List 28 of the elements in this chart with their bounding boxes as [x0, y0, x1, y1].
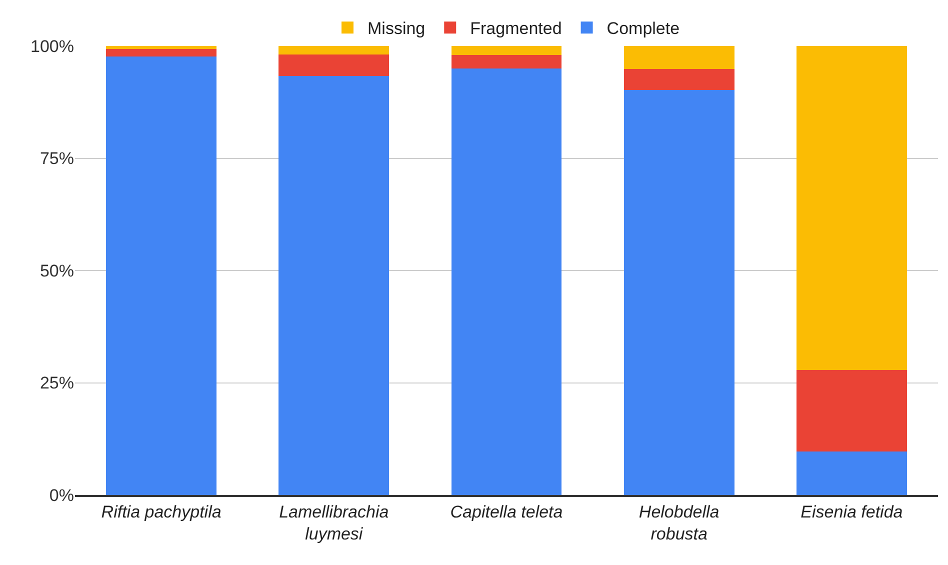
legend-label: Missing — [368, 19, 426, 38]
bar — [624, 90, 734, 495]
y-tick-label: 50% — [40, 261, 74, 280]
x-tick-label: Helobdella robusta — [638, 502, 720, 544]
bar — [451, 68, 562, 495]
y-tick-label: 25% — [40, 374, 74, 393]
bar — [106, 56, 217, 495]
x-tick-label: Eisenia fetida — [800, 502, 903, 522]
y-tick-label: 100% — [30, 36, 74, 56]
x-tick-label: Riftia pachyptila — [101, 502, 222, 522]
legend-label: Complete — [606, 19, 680, 38]
bar — [106, 46, 217, 50]
y-tick-label: 0% — [49, 486, 74, 505]
bar — [278, 46, 390, 55]
x-tick-label: Lamellibrachia luymesi — [279, 502, 389, 544]
bar — [278, 76, 390, 495]
bar — [796, 46, 907, 370]
bar — [796, 370, 907, 452]
bar — [624, 68, 734, 90]
bar — [278, 54, 390, 76]
bar — [796, 451, 907, 495]
y-tick-label: 75% — [40, 149, 74, 168]
bar — [451, 46, 562, 55]
x-tick-label: Capitella teleta — [450, 502, 563, 522]
bar — [451, 54, 562, 68]
legend-label: Fragmented — [470, 19, 562, 38]
bar — [624, 46, 734, 69]
bar — [106, 49, 217, 56]
